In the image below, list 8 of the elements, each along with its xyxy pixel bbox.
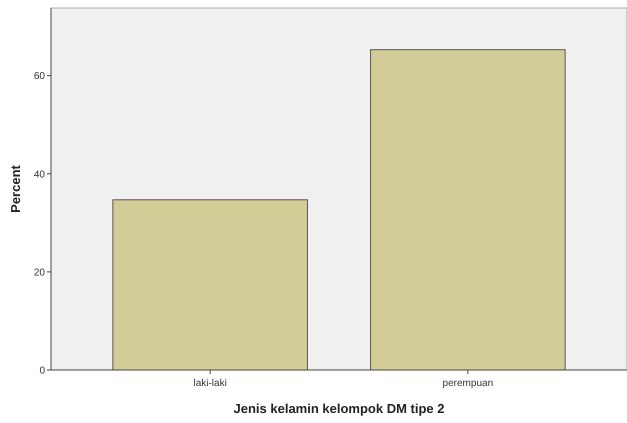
x-axis-title: Jenis kelamin kelompok DM tipe 2 [234,401,444,416]
y-tick-label: 40 [34,169,46,180]
x-tick-label: perempuan [442,378,494,389]
y-tick-label: 0 [39,366,46,376]
x-tick-label: laki-laki [193,378,227,389]
y-tick-label: 20 [34,267,46,278]
y-axis-title: Percent [8,164,23,213]
y-tick-label: 60 [34,71,46,82]
